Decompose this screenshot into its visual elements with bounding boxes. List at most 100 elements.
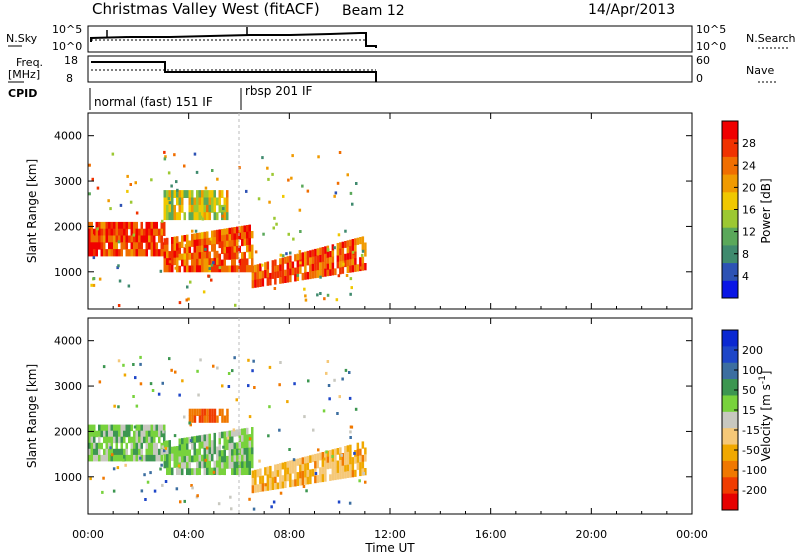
- echo-speck: [344, 368, 348, 372]
- date-label: 14/Apr/2013: [588, 2, 675, 18]
- echo-speck: [117, 240, 121, 244]
- echo-cell: [130, 424, 133, 432]
- echo-cell: [269, 483, 272, 491]
- echo-cell: [248, 251, 251, 259]
- echo-cell: [334, 448, 337, 456]
- echo-speck: [292, 458, 296, 462]
- echo-cell: [359, 257, 362, 265]
- echo-cell: [198, 239, 201, 247]
- echo-cell: [334, 467, 337, 474]
- echo-cell: [341, 472, 345, 479]
- echo-cell: [279, 463, 282, 470]
- freq-unit: [MHz]: [8, 68, 40, 81]
- echo-cell: [153, 430, 156, 438]
- echo-speck: [232, 428, 236, 432]
- echo-speck: [173, 434, 177, 438]
- echo-cell: [188, 246, 191, 254]
- echo-cell: [233, 442, 236, 450]
- echo-speck: [231, 369, 234, 373]
- echo-cell: [233, 468, 236, 475]
- echo-speck: [189, 423, 192, 427]
- echo-cell: [176, 212, 179, 221]
- echo-speck: [233, 356, 236, 360]
- echo-speck: [326, 360, 330, 363]
- echo-cell: [326, 257, 330, 265]
- echo-cell: [354, 264, 357, 272]
- echo-cell: [105, 221, 108, 230]
- echo-speck: [159, 269, 163, 273]
- echo-cell: [193, 436, 196, 443]
- echo-cell: [344, 458, 347, 466]
- echo-cell: [105, 436, 108, 444]
- echo-cell: [186, 234, 189, 242]
- echo-cell: [181, 235, 184, 242]
- echo-cell: [178, 197, 181, 206]
- echo-cell: [178, 438, 181, 445]
- echo-cell: [130, 448, 133, 456]
- echo-cell: [95, 454, 98, 462]
- echo-speck: [247, 384, 250, 388]
- echo-speck: [126, 174, 129, 178]
- echo-speck: [338, 395, 341, 399]
- echo-cell: [201, 238, 204, 246]
- echo-cell: [115, 436, 118, 444]
- echo-cell: [173, 212, 176, 221]
- echo-cell: [259, 476, 262, 485]
- echo-speck: [102, 365, 106, 369]
- echo-cell: [251, 477, 255, 486]
- echo-cell: [103, 235, 106, 243]
- y-tick-label: 3000: [54, 380, 82, 393]
- echo-cell: [163, 258, 166, 266]
- echo-cell: [213, 415, 217, 423]
- echo-cell: [354, 258, 357, 266]
- echo-cell: [211, 440, 214, 448]
- echo-cell: [221, 259, 224, 267]
- echo-cell: [223, 247, 226, 254]
- echo-cell: [223, 468, 226, 476]
- echo-speck: [168, 201, 172, 205]
- echo-cell: [226, 246, 229, 254]
- echo-cell: [150, 228, 153, 236]
- echo-cell: [339, 254, 342, 262]
- velocity-colorbar-segment: [722, 428, 738, 446]
- echo-cell: [143, 235, 146, 243]
- echo-speck: [345, 274, 349, 277]
- echo-cell: [326, 269, 330, 277]
- echo-cell: [286, 467, 290, 475]
- echo-cell: [191, 190, 194, 198]
- echo-speck: [143, 473, 146, 477]
- echo-cell: [326, 450, 330, 458]
- echo-cell: [236, 448, 239, 456]
- power-y-axis: 1000 2000 3000 4000: [54, 130, 692, 279]
- echo-cell: [218, 438, 221, 445]
- echo-cell: [178, 456, 181, 463]
- echo-cell: [321, 452, 325, 460]
- echo-cell: [148, 228, 151, 236]
- echo-cell: [294, 465, 297, 474]
- power-colorbar-segment: [722, 156, 738, 175]
- echo-cell: [331, 244, 335, 251]
- echo-cell: [176, 197, 179, 206]
- echo-cell: [241, 461, 244, 469]
- echo-speck: [264, 483, 267, 487]
- echo-speck: [266, 166, 269, 170]
- echo-speck: [98, 380, 102, 384]
- echo-speck: [248, 437, 252, 441]
- echo-speck: [322, 409, 326, 413]
- echo-cell: [135, 430, 138, 438]
- echo-speck: [337, 274, 341, 278]
- echo-cell: [196, 190, 199, 198]
- echo-cell: [90, 436, 93, 444]
- echo-cell: [125, 228, 128, 236]
- echo-cell: [221, 190, 224, 198]
- echo-cell: [294, 459, 297, 467]
- echo-cell: [266, 277, 270, 286]
- echo-cell: [226, 228, 229, 235]
- echo-cell: [319, 452, 322, 461]
- echo-speck: [202, 290, 206, 294]
- echo-cell: [254, 477, 257, 486]
- echo-cell: [216, 212, 219, 221]
- echo-cell: [90, 424, 93, 432]
- echo-cell: [140, 448, 143, 456]
- echo-cell: [279, 469, 282, 477]
